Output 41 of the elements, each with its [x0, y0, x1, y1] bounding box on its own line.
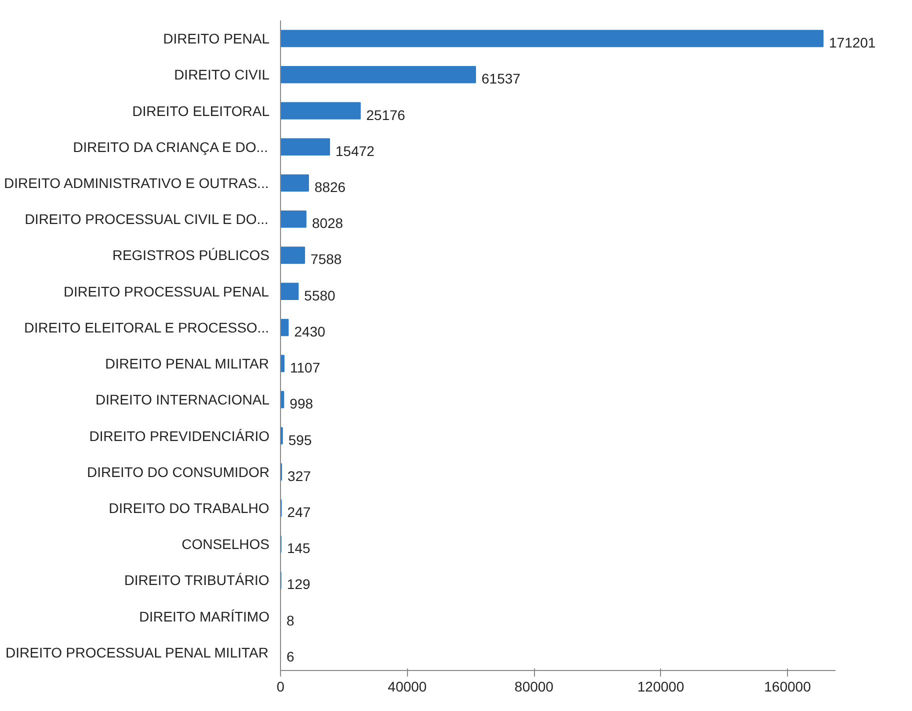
x-tick-label: 80000 — [514, 678, 554, 694]
x-tick-label: 160000 — [764, 678, 812, 694]
data-label: 8 — [286, 612, 295, 628]
data-label: 8826 — [314, 179, 346, 195]
y-tick-label: DIREITO TRIBUTÁRIO — [124, 572, 270, 588]
y-tick-label: DIREITO PREVIDENCIÁRIO — [89, 428, 270, 444]
data-label: 171201 — [829, 34, 876, 51]
y-tick-label: DIREITO DO CONSUMIDOR — [86, 464, 270, 480]
data-label: 1107 — [290, 360, 320, 376]
y-tick-label: REGISTROS PÚBLICOS — [112, 247, 270, 264]
y-tick-label: DIREITO DO TRABALHO — [108, 500, 270, 516]
data-label: 595 — [288, 432, 312, 448]
data-label: 25176 — [366, 106, 406, 123]
data-label: 129 — [286, 576, 310, 592]
y-tick-label: DIREITO DA CRIANÇA E DO... — [72, 138, 268, 155]
y-tick-label: DIREITO MARÍTIMO — [139, 608, 270, 624]
y-tick-label: DIREITO ELEITORAL — [132, 102, 270, 119]
y-tick-label: DIREITO PROCESSUAL PENAL MILITAR — [6, 644, 268, 660]
x-tick-label: 40000 — [388, 678, 427, 694]
x-tick-label: 0 — [276, 678, 285, 694]
data-label: 8028 — [312, 215, 344, 232]
data-label: 247 — [287, 504, 311, 520]
y-tick-label: DIREITO PENAL — [163, 30, 270, 47]
y-tick-label: DIREITO INTERNACIONAL — [96, 392, 270, 408]
y-tick-label: DIREITO PROCESSUAL PENAL — [64, 283, 270, 300]
y-tick-label: DIREITO PROCESSUAL CIVIL E DO... — [24, 211, 268, 228]
data-label: 998 — [290, 396, 314, 412]
data-label: 5580 — [304, 287, 336, 304]
data-label: 145 — [286, 540, 311, 556]
data-label: 6 — [286, 648, 295, 664]
y-tick-label: DIREITO PENAL MILITAR — [105, 356, 269, 372]
y-tick-label: DIREITO ADMINISTRATIVO E OUTRAS... — [4, 175, 269, 191]
y-tick-label: DIREITO ELEITORAL E PROCESSO... — [24, 319, 269, 336]
data-label: 61537 — [482, 70, 521, 87]
data-label: 7588 — [310, 251, 342, 268]
y-tick-label: DIREITO CIVIL — [174, 66, 270, 83]
x-tick-label: 120000 — [637, 678, 684, 694]
data-label: 327 — [288, 468, 312, 484]
y-tick-label: CONSELHOS — [182, 536, 270, 552]
data-label: 2430 — [294, 323, 326, 340]
data-label: 15472 — [336, 142, 375, 159]
